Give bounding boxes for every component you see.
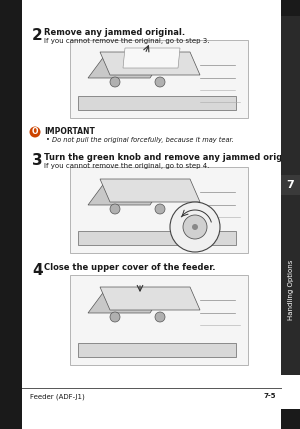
Polygon shape xyxy=(100,179,200,202)
Text: If you cannot remove the original, go to step 3.: If you cannot remove the original, go to… xyxy=(44,38,209,44)
Circle shape xyxy=(110,204,120,214)
Text: IMPORTANT: IMPORTANT xyxy=(44,127,95,136)
Circle shape xyxy=(155,204,165,214)
Text: 3: 3 xyxy=(32,153,43,168)
Text: 7: 7 xyxy=(286,180,294,190)
Circle shape xyxy=(170,202,220,252)
Text: 4: 4 xyxy=(32,263,43,278)
Text: 7-5: 7-5 xyxy=(263,393,276,399)
Circle shape xyxy=(155,77,165,87)
Polygon shape xyxy=(88,290,165,313)
Circle shape xyxy=(110,312,120,322)
Bar xyxy=(281,0,300,16)
Text: Handling Options: Handling Options xyxy=(287,260,293,320)
Polygon shape xyxy=(88,182,165,205)
Bar xyxy=(281,0,300,375)
Text: Turn the green knob and remove any jammed original.: Turn the green knob and remove any jamme… xyxy=(44,153,300,162)
Bar xyxy=(281,175,300,195)
Polygon shape xyxy=(100,287,200,310)
Text: Remove any jammed original.: Remove any jammed original. xyxy=(44,28,185,37)
Circle shape xyxy=(110,77,120,87)
Circle shape xyxy=(183,215,207,239)
Bar xyxy=(70,167,248,253)
Bar xyxy=(78,231,236,245)
Text: 2: 2 xyxy=(32,28,43,43)
Bar xyxy=(78,343,236,357)
Bar xyxy=(0,0,22,429)
Text: Close the upper cover of the feeder.: Close the upper cover of the feeder. xyxy=(44,263,215,272)
Circle shape xyxy=(192,224,198,230)
Circle shape xyxy=(155,312,165,322)
Circle shape xyxy=(29,127,40,138)
Polygon shape xyxy=(123,48,180,68)
Bar xyxy=(281,409,300,429)
Text: O: O xyxy=(32,127,38,136)
Polygon shape xyxy=(100,52,200,75)
Text: If you cannot remove the original, go to step 4.: If you cannot remove the original, go to… xyxy=(44,163,209,169)
Text: • Do not pull the original forcefully, because it may tear.: • Do not pull the original forcefully, b… xyxy=(46,137,234,143)
Bar xyxy=(78,96,236,110)
Text: Feeder (ADF-J1): Feeder (ADF-J1) xyxy=(30,393,85,399)
Polygon shape xyxy=(88,55,165,78)
Bar xyxy=(70,275,248,365)
Bar xyxy=(70,40,248,118)
